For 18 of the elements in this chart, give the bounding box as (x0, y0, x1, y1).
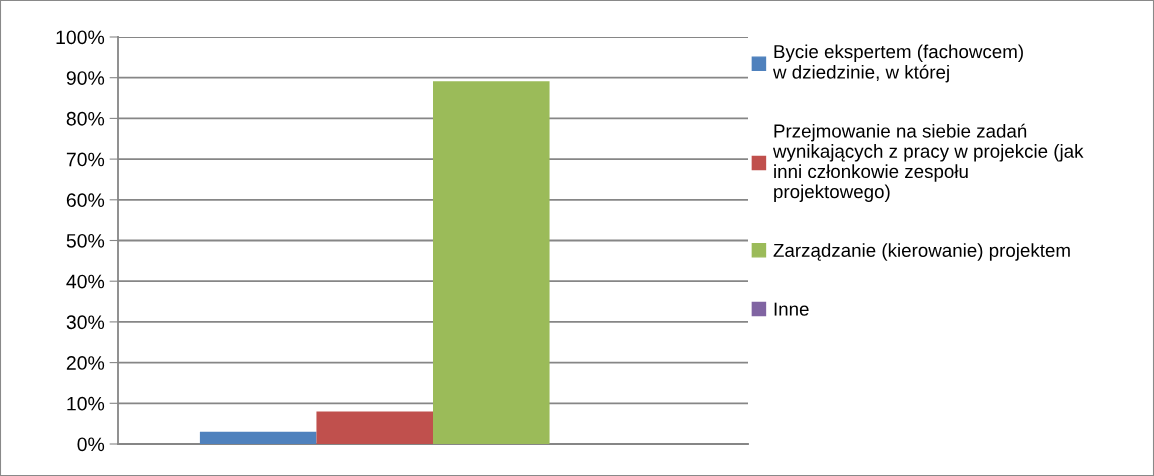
y-tick-label: 100% (56, 30, 105, 45)
y-tick-label: 90% (66, 71, 105, 85)
legend-label: Bycie ekspertem (fachowcem) w dziedzinie, w której (772, 44, 1023, 83)
bar (433, 81, 550, 444)
legend-label: Zarządzanie (kierowanie) projektem (773, 243, 1070, 261)
y-tick-label: 40% (66, 274, 105, 289)
bar (316, 411, 433, 444)
y-tick-label: 0% (77, 437, 105, 452)
legend-label: Przejmowanie na siebie zadań wynikających z pracy w projekcie (jak inni członkowie zespołu projektowego) (772, 123, 1084, 202)
bar (199, 431, 317, 444)
legend-label: Inne (774, 302, 809, 316)
y-tick-label: 10% (67, 396, 105, 411)
y-tick-label: 70% (66, 152, 105, 167)
y-tick-label: 30% (66, 315, 105, 330)
y-tick-label: 80% (66, 111, 105, 126)
y-tick-label: 20% (66, 356, 105, 370)
y-tick-label: 50% (66, 233, 105, 248)
y-tick-label: 60% (66, 193, 105, 208)
